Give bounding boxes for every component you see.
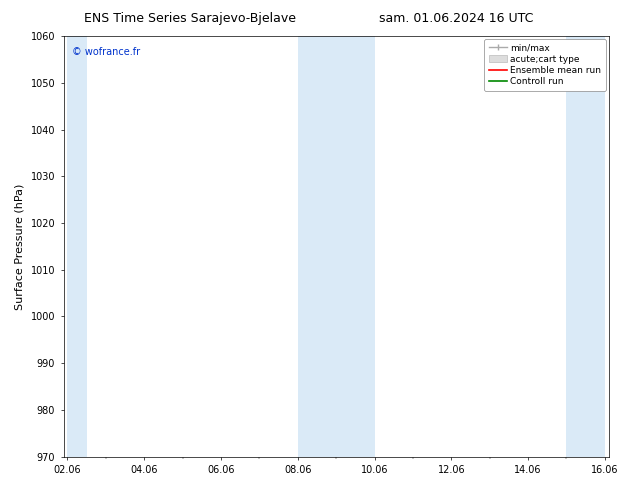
Bar	[67, 36, 87, 457]
Y-axis label: Surface Pressure (hPa): Surface Pressure (hPa)	[15, 183, 25, 310]
Bar	[566, 36, 605, 457]
Text: sam. 01.06.2024 16 UTC: sam. 01.06.2024 16 UTC	[379, 12, 534, 25]
Legend: min/max, acute;cart type, Ensemble mean run, Controll run: min/max, acute;cart type, Ensemble mean …	[484, 39, 606, 91]
Text: ENS Time Series Sarajevo-Bjelave: ENS Time Series Sarajevo-Bjelave	[84, 12, 296, 25]
Bar	[298, 36, 375, 457]
Text: © wofrance.fr: © wofrance.fr	[72, 47, 140, 57]
